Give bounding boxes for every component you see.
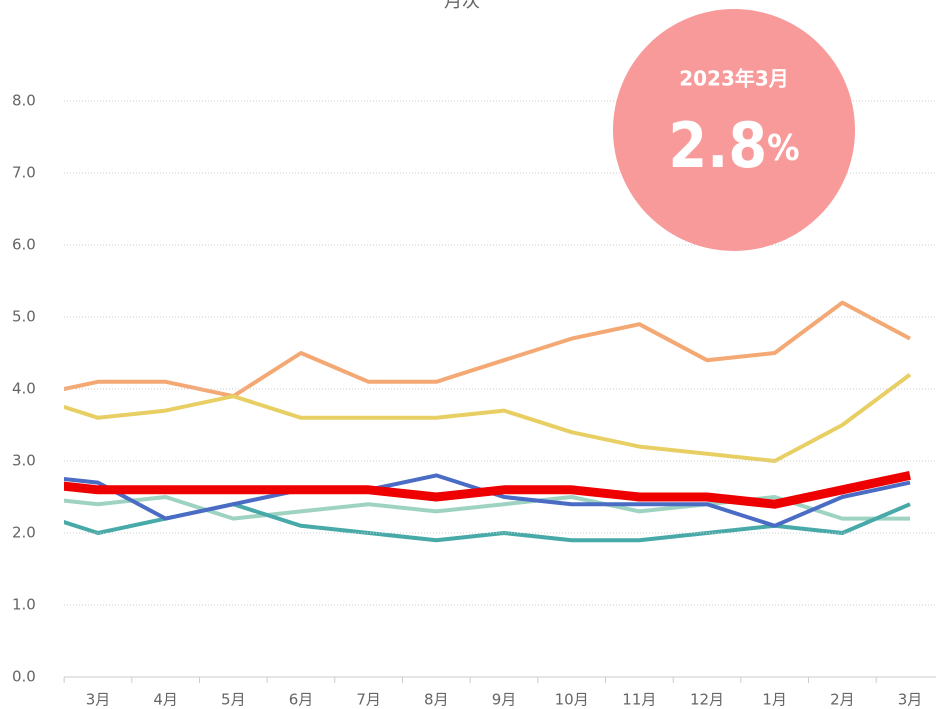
x-tick-label: 9月 xyxy=(492,691,517,709)
x-tick-label: 2月 xyxy=(830,691,855,709)
x-tick-label: 5月 xyxy=(221,691,246,709)
badge-label: 2023年3月 xyxy=(679,67,789,91)
x-tick-label: 6月 xyxy=(289,691,314,709)
badge xyxy=(613,9,855,251)
y-tick-label: 3.0 xyxy=(12,452,36,470)
series-line xyxy=(64,470,911,509)
y-tick-label: 8.0 xyxy=(12,92,36,110)
y-tick-label: 5.0 xyxy=(12,308,36,326)
x-tick-label: 3月 xyxy=(86,691,111,709)
y-tick-label: 2.0 xyxy=(12,524,36,542)
badge-value: 2.8% xyxy=(668,109,799,182)
y-tick-label: 0.0 xyxy=(12,668,36,686)
series-line xyxy=(64,372,912,463)
y-tick-label: 4.0 xyxy=(12,380,36,398)
series-line xyxy=(64,495,911,521)
series-line xyxy=(64,473,911,528)
x-tick-label: 10月 xyxy=(555,691,589,709)
x-tick-label: 7月 xyxy=(356,691,381,709)
plot-area xyxy=(64,300,912,543)
badge-number: 2.8 xyxy=(668,109,767,182)
x-tick-label: 8月 xyxy=(424,691,449,709)
x-tick-label: 1月 xyxy=(762,691,787,709)
chart-title: 月次 xyxy=(444,0,480,12)
x-tick-label: 3月 xyxy=(898,691,923,709)
y-tick-label: 6.0 xyxy=(12,236,36,254)
x-tick-label: 4月 xyxy=(153,691,178,709)
badge-unit: % xyxy=(767,128,799,169)
y-tick-label: 7.0 xyxy=(12,164,36,182)
series-line xyxy=(64,300,911,399)
x-tick-label: 11月 xyxy=(622,691,656,709)
y-tick-label: 1.0 xyxy=(12,596,36,614)
x-tick-label: 12月 xyxy=(690,691,724,709)
